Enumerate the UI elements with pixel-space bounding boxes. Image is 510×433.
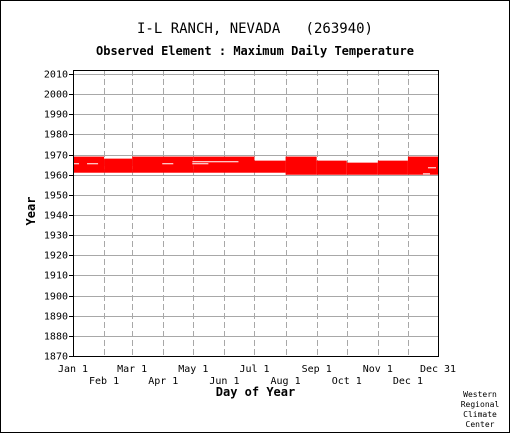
y-tick-label: 1900 <box>44 292 68 303</box>
observed-data-block <box>104 158 133 173</box>
observed-data-block <box>193 156 255 173</box>
x-tick-label: Jul 1 <box>239 364 269 375</box>
tick-labels: 1870 1880 1890 1900 1910 1920 1930 1940 1950 1960… <box>44 70 456 388</box>
y-tick-label: 1890 <box>44 312 68 323</box>
x-axis-title: Day of Year <box>216 385 295 399</box>
missing-data-gap <box>87 163 99 165</box>
x-tick-label: Nov 1 <box>363 364 393 375</box>
observed-data-block <box>316 160 347 175</box>
x-tick-label: Feb 1 <box>89 376 119 387</box>
observed-data-block <box>407 156 440 175</box>
y-tick-label: 1930 <box>44 231 68 242</box>
y-tick-label: 1940 <box>44 211 68 222</box>
y-tick-label: 2010 <box>44 70 68 81</box>
data-marks <box>73 156 440 175</box>
credit-line: Center <box>465 420 495 429</box>
y-tick-label: 1960 <box>44 171 68 182</box>
x-tick-label: Jun 1 <box>209 376 239 387</box>
x-tick-label: May 1 <box>178 364 208 375</box>
y-tick-label: 1910 <box>44 271 68 282</box>
x-tick-label: Jan 1 <box>58 364 88 375</box>
y-tick-label: 1880 <box>44 332 68 343</box>
y-axis-title: Year <box>24 197 38 226</box>
missing-data-gap <box>192 161 239 163</box>
observed-data-block <box>285 156 317 175</box>
y-tick-label: 1990 <box>44 110 68 121</box>
y-tick-label: 1980 <box>44 130 68 141</box>
x-tick-label: Apr 1 <box>148 376 178 387</box>
credit-line: Regional <box>460 400 500 409</box>
wrcc-credit: Western Regional Climate Center <box>453 390 507 430</box>
station-title: I-L RANCH, NEVADA (263940) <box>136 21 373 37</box>
y-tick-label: 1920 <box>44 251 68 262</box>
missing-data-gap <box>192 163 209 165</box>
y-tick-label: 2000 <box>44 90 68 101</box>
plot-border <box>73 70 439 357</box>
observed-data-block <box>346 162 378 175</box>
observed-data-block <box>377 160 408 175</box>
x-tick-label: Aug 1 <box>271 376 301 387</box>
x-tick-label: Dec 1 <box>393 376 423 387</box>
missing-data-gap <box>427 167 436 169</box>
y-tick-label: 1870 <box>44 352 68 363</box>
x-tick-label: Sep 1 <box>302 364 332 375</box>
y-tick-label: 1950 <box>44 191 68 202</box>
grid-lines <box>69 70 438 357</box>
element-subtitle: Observed Element : Maximum Daily Tempera… <box>96 44 414 58</box>
observed-data-block <box>73 156 105 173</box>
credit-line: Climate <box>463 410 497 419</box>
x-tick-label: Mar 1 <box>117 364 147 375</box>
credit-line: Western <box>463 390 497 399</box>
x-tick-label: Dec 31 <box>420 364 456 375</box>
observed-data-block <box>132 156 194 173</box>
missing-data-gap <box>73 163 80 165</box>
x-tick-label: Oct 1 <box>332 376 362 387</box>
observed-data-block <box>254 160 286 173</box>
missing-data-gap <box>422 173 430 175</box>
y-tick-label: 1970 <box>44 151 68 162</box>
missing-data-gap <box>162 163 174 165</box>
